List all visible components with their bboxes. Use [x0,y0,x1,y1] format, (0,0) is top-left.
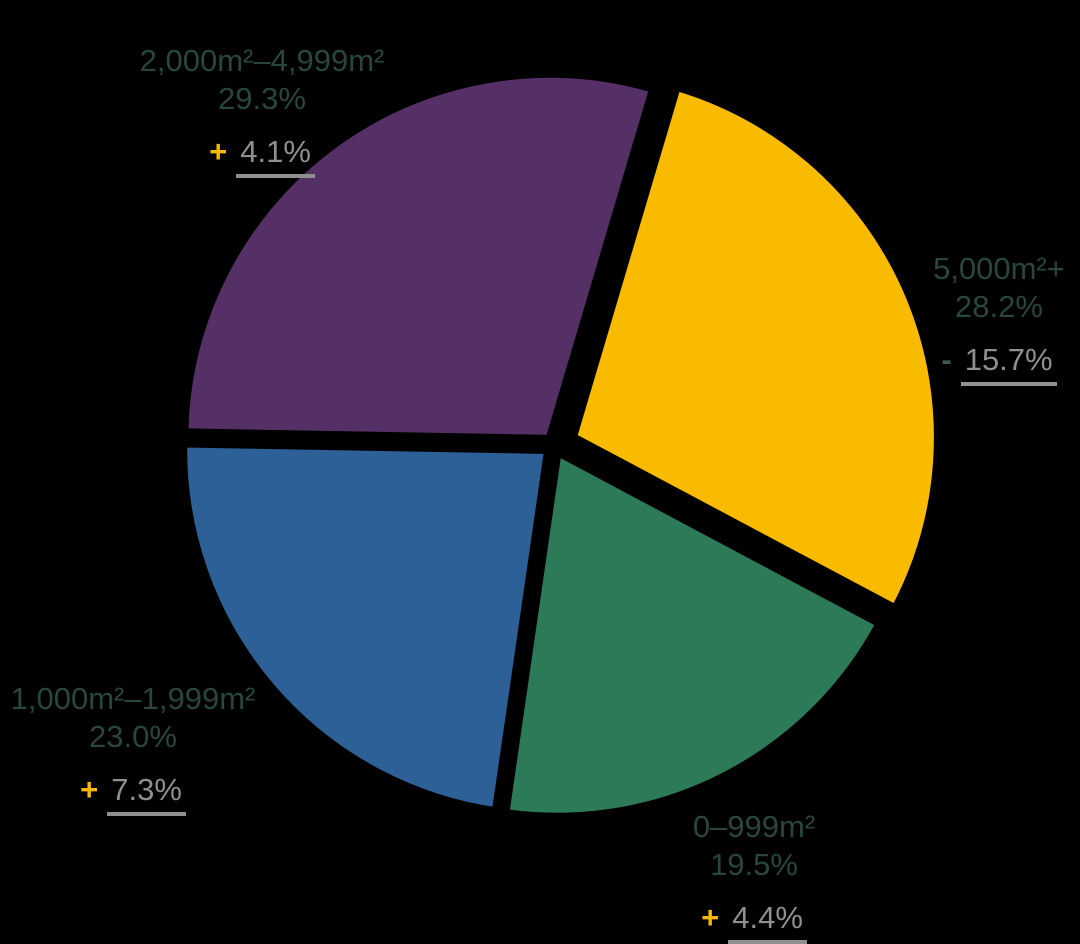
slice-label-2000m2-4999m2: 2,000m²–4,999m² 29.3% +4.1% [112,42,412,178]
change-sign: + [209,134,228,169]
slice-share: 19.5% [710,847,798,882]
change-sign: + [80,772,99,807]
change-value: 4.1% [236,133,315,178]
slice-category: 5,000m²+ [933,251,1065,286]
slice-category: 0–999m² [692,809,816,844]
slice-change: +4.1% [112,133,412,178]
slice-change: +4.4% [644,899,864,944]
slice-category: 1,000m²–1,999m² [10,681,256,716]
pie-slice-2000m2-4999m2 [179,68,659,444]
slice-category: 2,000m²–4,999m² [139,43,385,78]
slice-change: -15.7% [889,341,1080,386]
change-sign: + [701,900,720,935]
change-value: 7.3% [107,771,186,816]
slice-label-5000m2-plus: 5,000m²+ 28.2% -15.7% [889,250,1080,386]
change-value: 4.4% [728,899,807,944]
pie-slice-0-999m2 [500,446,885,822]
pie-slice-1000m2-1999m2 [178,438,554,817]
slice-label-1000m2-1999m2: 1,000m²–1,999m² 23.0% +7.3% [0,680,268,816]
slice-change: +7.3% [0,771,268,816]
slice-label-0-999m2: 0–999m² 19.5% +4.4% [644,808,864,944]
slice-share: 28.2% [955,289,1043,324]
change-value: 15.7% [960,341,1057,386]
slice-share: 29.3% [218,81,306,116]
change-sign: - [941,342,952,377]
slice-share: 23.0% [89,719,177,754]
pie-slice-5000m2-plus [567,81,943,614]
